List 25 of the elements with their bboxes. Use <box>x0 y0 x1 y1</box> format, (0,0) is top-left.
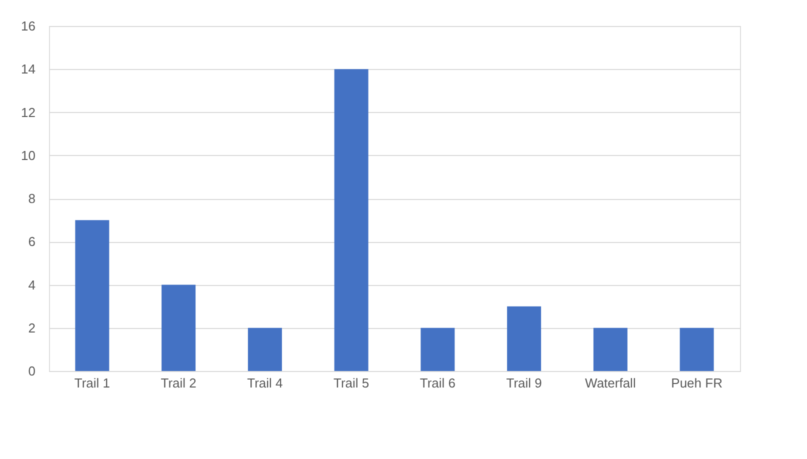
bar <box>334 69 368 371</box>
x-tick-label: Trail 6 <box>420 376 456 390</box>
x-tick-label: Trail 4 <box>247 376 283 390</box>
bar <box>420 328 455 371</box>
y-tick-label: 12 <box>21 104 36 120</box>
x-tick-label: Trail 2 <box>160 376 196 390</box>
bar <box>680 328 714 371</box>
y-tick-label: 16 <box>21 18 36 34</box>
x-tick-label: Trail 1 <box>74 376 110 390</box>
bar <box>75 220 110 371</box>
bar <box>507 306 542 371</box>
x-tick-label: Trail 5 <box>333 376 370 390</box>
y-tick-label: 10 <box>21 148 36 163</box>
y-tick-label: 4 <box>28 277 36 292</box>
y-tick-label: 2 <box>28 320 36 336</box>
x-tick-label: Pueh FR <box>671 376 722 390</box>
y-tick-label: 6 <box>28 234 36 250</box>
x-tick-label: Waterfall <box>585 376 636 390</box>
y-tick-label: 8 <box>28 191 36 206</box>
y-tick-label: 0 <box>28 364 36 378</box>
y-tick-label: 14 <box>21 62 36 77</box>
bar <box>248 328 282 371</box>
bar <box>593 328 628 371</box>
x-tick-label: Trail 9 <box>506 376 542 390</box>
bar <box>162 284 196 371</box>
